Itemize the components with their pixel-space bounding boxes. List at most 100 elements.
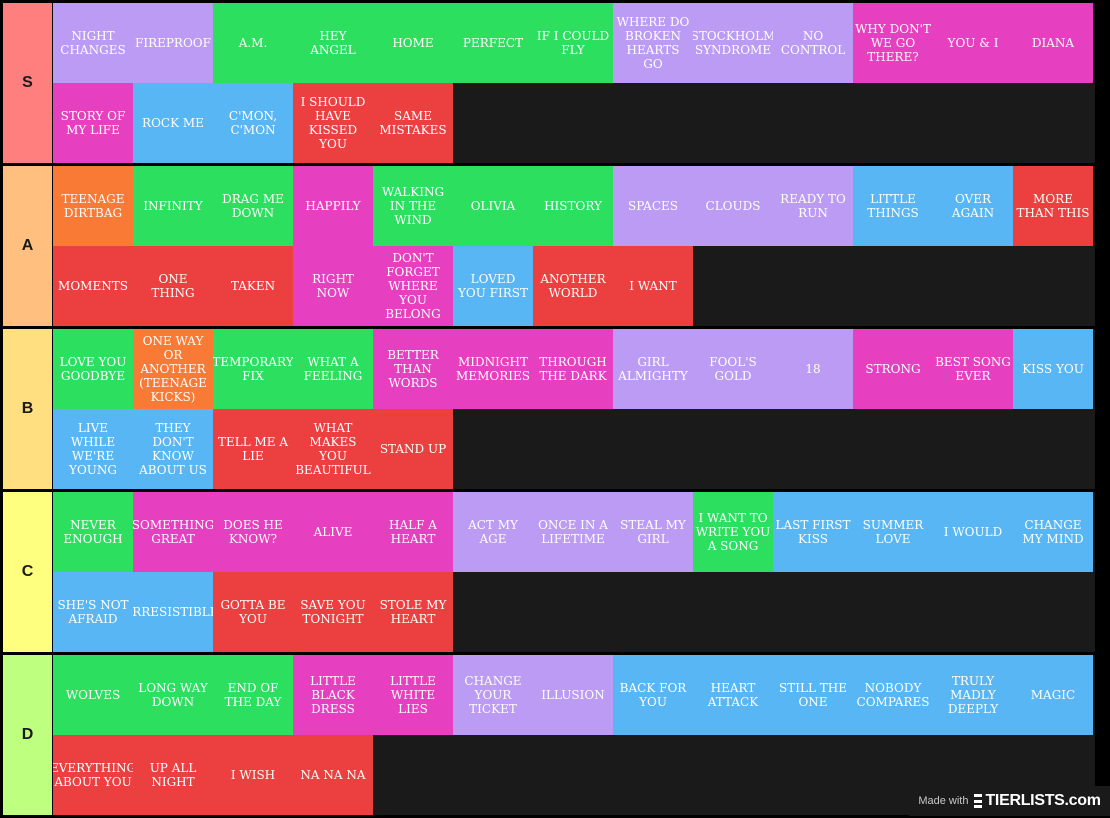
tier-item[interactable]: Back For You	[613, 655, 693, 735]
tier-item[interactable]: Heart Attack	[693, 655, 773, 735]
tier-item[interactable]: Home	[373, 3, 453, 83]
tier-item[interactable]: Infinity	[133, 166, 213, 246]
tier-item[interactable]: Kiss You	[1013, 329, 1093, 409]
tier-label[interactable]: S	[3, 3, 52, 163]
tier-item[interactable]: What Makes You Beautiful	[293, 409, 373, 489]
tier-item[interactable]: Perfect	[453, 3, 533, 83]
tier-item[interactable]: Never Enough	[53, 492, 133, 572]
tier-item[interactable]: Truly Madly Deeply	[933, 655, 1013, 735]
tier-item[interactable]: Over Again	[933, 166, 1013, 246]
tier-item[interactable]: Summer Love	[853, 492, 933, 572]
tier-item[interactable]: Little Black Dress	[293, 655, 373, 735]
tier-item[interactable]: C'mon, C'mon	[213, 83, 293, 163]
tier-item[interactable]: Act My Age	[453, 492, 533, 572]
tier-item[interactable]: Stole My Heart	[373, 572, 453, 652]
tier-items-area[interactable]: Wolves Long Way Down End Of The Day Little …	[53, 655, 1095, 815]
tier-item[interactable]: Clouds	[693, 166, 773, 246]
tier-item[interactable]: I Want	[613, 246, 693, 326]
tier-item[interactable]: Change My Mind	[1013, 492, 1093, 572]
tier-item[interactable]: Nobody Compares	[853, 655, 933, 735]
tier-label[interactable]: A	[3, 166, 52, 326]
tier-label[interactable]: B	[3, 329, 52, 489]
tier-item[interactable]: Up All Night	[133, 735, 213, 815]
tier-item[interactable]: Once In A Lifetime	[533, 492, 613, 572]
tier-item[interactable]: Still The One	[773, 655, 853, 735]
tier-item[interactable]: Girl Almighty	[613, 329, 693, 409]
tier-item[interactable]: Hey Angel	[293, 3, 373, 83]
tier-item[interactable]: Teenage Dirtbag	[53, 166, 133, 246]
tier-items-area[interactable]: Never Enough Something Great Does He Know?…	[53, 492, 1095, 652]
tier-item[interactable]: Another World	[533, 246, 613, 326]
tier-item[interactable]: Through The Dark	[533, 329, 613, 409]
tier-item[interactable]: I Wish	[213, 735, 293, 815]
tier-item[interactable]: Spaces	[613, 166, 693, 246]
tier-item[interactable]: Strong	[853, 329, 933, 409]
tier-item[interactable]: Fool's Gold	[693, 329, 773, 409]
tier-item[interactable]: Irresistible	[133, 572, 213, 652]
tier-item[interactable]: Wolves	[53, 655, 133, 735]
tier-item[interactable]: Something Great	[133, 492, 213, 572]
tier-label[interactable]: C	[3, 492, 52, 652]
tier-item[interactable]: Live While We're Young	[53, 409, 133, 489]
watermark[interactable]: Made with TIERLISTS.com	[909, 786, 1110, 816]
tier-item[interactable]: Tell Me A Lie	[213, 409, 293, 489]
tier-item[interactable]: Love You Goodbye	[53, 329, 133, 409]
tier-item[interactable]: Right Now	[293, 246, 373, 326]
tier-item[interactable]: Does He Know?	[213, 492, 293, 572]
tier-item[interactable]: She's Not Afraid	[53, 572, 133, 652]
tier-item[interactable]: I Want To Write You A Song	[693, 492, 773, 572]
tier-item[interactable]: One Way Or Another (Teenage Kicks)	[133, 329, 213, 409]
tier-item[interactable]: Change Your Ticket	[453, 655, 533, 735]
tier-item[interactable]: Little White Lies	[373, 655, 453, 735]
tier-item[interactable]: Little Things	[853, 166, 933, 246]
tier-item[interactable]: What A Feeling	[293, 329, 373, 409]
tier-item[interactable]: Happily	[293, 166, 373, 246]
tier-item[interactable]: Rock Me	[133, 83, 213, 163]
tier-item[interactable]: Steal My Girl	[613, 492, 693, 572]
tier-item[interactable]: Olivia	[453, 166, 533, 246]
tier-item[interactable]: Magic	[1013, 655, 1093, 735]
tier-item[interactable]: Taken	[213, 246, 293, 326]
tier-item[interactable]: If I Could Fly	[533, 3, 613, 83]
tier-item[interactable]: Fireproof	[133, 3, 213, 83]
tier-item[interactable]: Don't Forget Where You Belong	[373, 246, 453, 326]
tier-item[interactable]: 18	[773, 329, 853, 409]
tier-item[interactable]: Ready To Run	[773, 166, 853, 246]
tier-item[interactable]: No Control	[773, 3, 853, 83]
tier-item[interactable]: Night Changes	[53, 3, 133, 83]
tier-item[interactable]: Drag Me Down	[213, 166, 293, 246]
tier-item[interactable]: Why Don't We Go There?	[853, 3, 933, 83]
tier-item[interactable]: Moments	[53, 246, 133, 326]
tier-items-area[interactable]: Love You Goodbye One Way Or Another (Teen…	[53, 329, 1095, 489]
tier-item[interactable]: Na Na Na	[293, 735, 373, 815]
tier-item[interactable]: One Thing	[133, 246, 213, 326]
tier-item[interactable]: Better Than Words	[373, 329, 453, 409]
tier-item[interactable]: Alive	[293, 492, 373, 572]
tier-item[interactable]: I Would	[933, 492, 1013, 572]
tier-item[interactable]: Save You Tonight	[293, 572, 373, 652]
tier-item[interactable]: History	[533, 166, 613, 246]
tier-item[interactable]: I Should Have Kissed You	[293, 83, 373, 163]
tier-item[interactable]: Stockholm Syndrome	[693, 3, 773, 83]
tier-item[interactable]: Gotta Be You	[213, 572, 293, 652]
tier-item[interactable]: Walking In The Wind	[373, 166, 453, 246]
tier-items-area[interactable]: Teenage Dirtbag Infinity Drag Me Down Happi…	[53, 166, 1095, 326]
tier-item[interactable]: A.M.	[213, 3, 293, 83]
tier-item[interactable]: Last First Kiss	[773, 492, 853, 572]
tier-item[interactable]: Everything About You	[53, 735, 133, 815]
tier-item[interactable]: More Than This	[1013, 166, 1093, 246]
tier-item[interactable]: End Of The Day	[213, 655, 293, 735]
tier-item[interactable]: Illusion	[533, 655, 613, 735]
tier-item[interactable]: You & I	[933, 3, 1013, 83]
tier-item[interactable]: Best Song Ever	[933, 329, 1013, 409]
tier-item[interactable]: Stand Up	[373, 409, 453, 489]
tier-item[interactable]: They Don't Know About Us	[133, 409, 213, 489]
tier-item[interactable]: Temporary Fix	[213, 329, 293, 409]
tier-item[interactable]: Story Of My Life	[53, 83, 133, 163]
tier-item[interactable]: Midnight Memories	[453, 329, 533, 409]
tier-item[interactable]: Same Mistakes	[373, 83, 453, 163]
tier-item[interactable]: Where Do Broken Hearts Go	[613, 3, 693, 83]
tier-label[interactable]: D	[3, 655, 52, 815]
tier-item[interactable]: Loved You First	[453, 246, 533, 326]
tier-item[interactable]: Long Way Down	[133, 655, 213, 735]
